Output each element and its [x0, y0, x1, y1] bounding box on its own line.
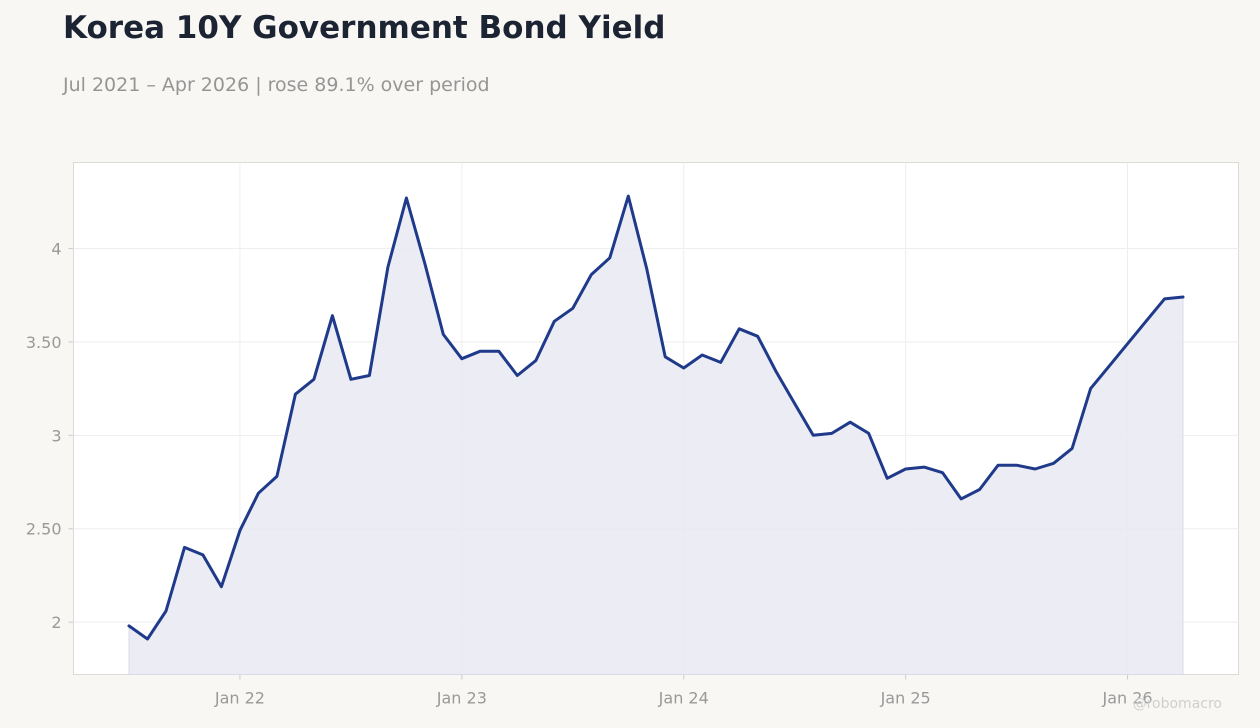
x-axis-ticks: Jan 22 Jan 23 Jan 24 Jan 25 Jan 26 — [214, 689, 1153, 708]
chart-subtitle: Jul 2021 – Apr 2026 | rose 89.1% over pe… — [63, 74, 490, 96]
x-tick-label: Jan 23 — [436, 689, 487, 708]
watermark: @robomacro — [1132, 696, 1222, 712]
y-tick-label: 2.50 — [26, 520, 62, 539]
y-axis-ticks: 2 2.50 3 3.50 4 — [26, 239, 62, 632]
x-tick-label: Jan 25 — [880, 689, 931, 708]
series-line — [127, 194, 1185, 641]
x-tick-label: Jan 22 — [214, 689, 265, 708]
chart-title: Korea 10Y Government Bond Yield — [63, 10, 666, 46]
x-tick-label: Jan 26 — [1101, 689, 1152, 708]
data-points — [128, 196, 1184, 640]
y-tick-label: 4 — [51, 239, 61, 258]
y-tick-label: 3 — [51, 426, 61, 445]
x-tick-label: Jan 24 — [658, 689, 709, 708]
y-tick-label: 2 — [51, 613, 61, 632]
y-tick-label: 3.50 — [26, 333, 62, 352]
